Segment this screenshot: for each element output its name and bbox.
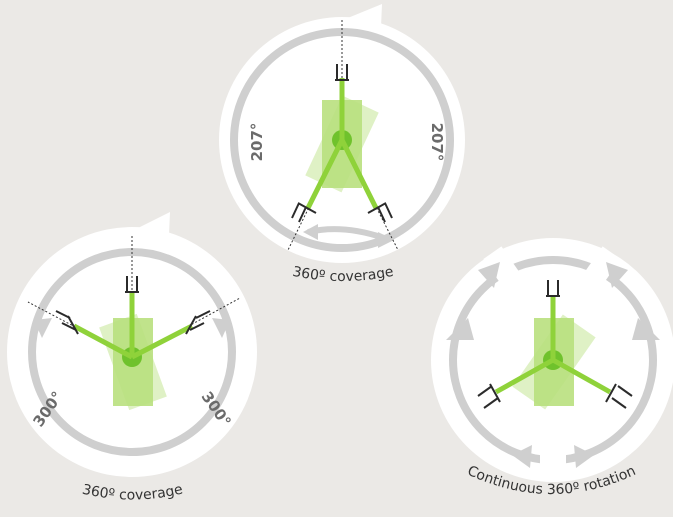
robot-left [55, 276, 211, 411]
gripper-icon [546, 280, 560, 297]
rotation-arrow-icon [574, 445, 594, 468]
arrow-right-icon [212, 318, 230, 338]
rotation-arrow-icon [446, 318, 474, 340]
gripper-icon [367, 202, 393, 223]
arrow-left-icon [303, 224, 318, 240]
gripper-icon [55, 310, 79, 335]
robot-arm [339, 138, 379, 210]
robot-top [291, 64, 393, 223]
direction-arrow-tip [128, 212, 170, 258]
rotation-arrow-icon [606, 262, 628, 288]
rotation-arrow-icon [512, 445, 532, 468]
robot-right [477, 280, 633, 410]
rotation-arrow-icon [632, 318, 660, 340]
gripper-icon [477, 383, 501, 409]
ring-gap [483, 246, 519, 284]
gripper-icon [291, 202, 317, 223]
caption-top: 360º coverage [291, 264, 395, 285]
angle-label-left: 207° [248, 123, 266, 162]
arrow-left-icon [34, 318, 52, 338]
gripper-icon [605, 383, 633, 409]
robot-arm [494, 357, 555, 395]
ring-gap [585, 246, 621, 284]
diagram-top: 207° 207° 360º coverage [219, 4, 465, 285]
robot-arm [551, 357, 612, 395]
gripper-icon [125, 276, 139, 293]
diagram-left: 300° 300° 360º coverage [7, 212, 257, 504]
gripper-icon [185, 310, 211, 335]
caption-left: 360º coverage [81, 482, 185, 504]
robot-arm [72, 323, 134, 360]
gripper-icon [335, 64, 349, 81]
arrow-right-icon [378, 232, 394, 248]
angle-label-right: 207° [428, 123, 446, 162]
diagram-right: Continuous 360º rotation [431, 238, 673, 498]
ring-gap [540, 446, 566, 468]
robot-arm [305, 138, 345, 210]
robot-arm [130, 323, 194, 360]
rotation-arrow-icon [478, 262, 500, 288]
